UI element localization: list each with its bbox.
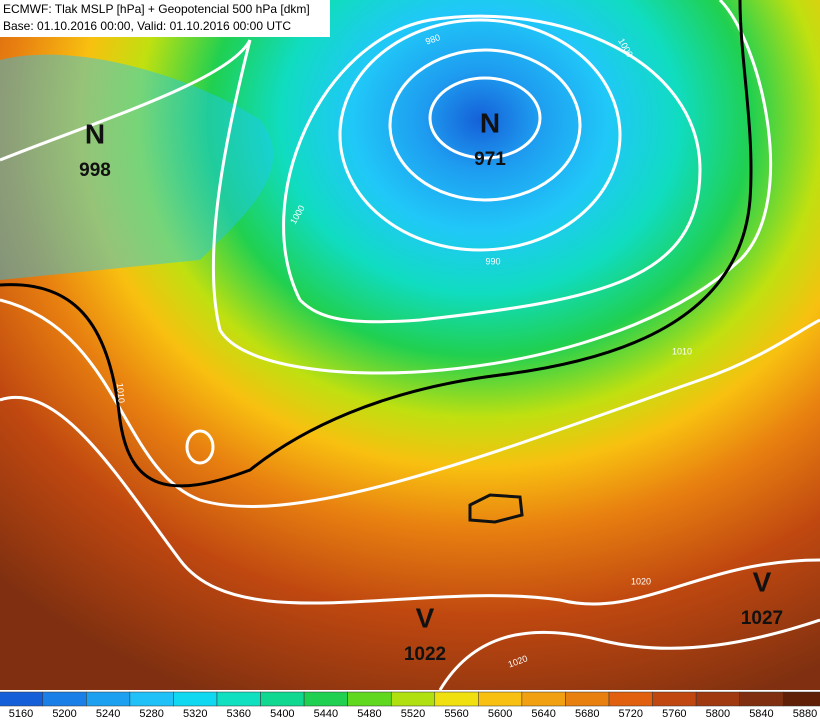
center-value: 998 (79, 160, 111, 181)
colorbar-swatch (260, 691, 305, 707)
colorbar-swatch (652, 691, 697, 707)
header-box (0, 0, 330, 37)
colorbar-swatch (739, 691, 784, 707)
height-contour (0, 0, 753, 488)
colorbar-swatch (216, 691, 261, 707)
colorbar-swatch (303, 691, 348, 707)
colorbar-swatch (390, 691, 436, 707)
colorbar-swatch (86, 691, 131, 707)
colorbar-swatch (478, 691, 523, 707)
colorbar-swatch (521, 691, 566, 707)
colorbar-label: 5680 (575, 708, 599, 720)
colorbar-label: 5560 (444, 708, 468, 720)
colorbar-label: 5760 (662, 708, 686, 720)
colorbar-label: 5200 (52, 708, 76, 720)
center-value: 1027 (741, 608, 783, 629)
border (468, 493, 524, 524)
colorbar-swatch (434, 691, 479, 707)
colorbar-label: 5400 (270, 708, 294, 720)
colorbar-swatch (695, 691, 740, 707)
center-value: 1022 (404, 644, 446, 665)
colorbar-swatch (565, 691, 610, 707)
subtitle: Base: 01.10.2016 00:00, Valid: 01.10.201… (3, 19, 291, 33)
colorbar-label: 5160 (9, 708, 33, 720)
colorbar-label: 5800 (706, 708, 730, 720)
center-type: V (416, 602, 435, 633)
colorbar-label: 5320 (183, 708, 207, 720)
colorbar-swatch (42, 691, 87, 707)
colorbar-swatch (173, 691, 218, 707)
center-type: N (85, 118, 105, 149)
center-type: N (480, 107, 500, 138)
colorbar-label: 5280 (139, 708, 163, 720)
isobar-label: 1010 (672, 346, 692, 356)
colorbar-label: 5640 (531, 708, 555, 720)
center-type: V (753, 566, 772, 597)
colorbar-label: 5720 (619, 708, 643, 720)
colorbar-label: 5600 (488, 708, 512, 720)
colorbar-label: 5520 (401, 708, 425, 720)
geopotential-field (0, 0, 820, 690)
colorbar-label: 5480 (357, 708, 381, 720)
colorbar-label: 5440 (314, 708, 338, 720)
isobars (0, 0, 820, 690)
colorbar-label: 5240 (96, 708, 120, 720)
title: ECMWF: Tlak MSLP [hPa] + Geopotencial 50… (3, 2, 310, 16)
colorbar-swatch (0, 691, 44, 707)
isobar-label: 980 (424, 32, 442, 47)
isobar-label: 990 (485, 256, 500, 266)
colorbar-label: 5880 (793, 708, 817, 720)
colorbar-swatch (782, 691, 820, 707)
colorbar-swatch (129, 691, 174, 707)
field-patch (0, 54, 274, 281)
colorbar-swatch (608, 691, 653, 707)
isobar-label: 1020 (631, 576, 651, 586)
center-value: 971 (474, 149, 506, 170)
colorbar-label: 5360 (227, 708, 251, 720)
isobar-label: 1010 (115, 383, 127, 404)
colorbar-swatch (347, 691, 392, 707)
colorbar-label: 5840 (749, 708, 773, 720)
